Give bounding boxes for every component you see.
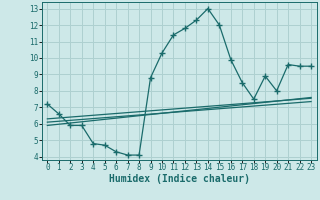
X-axis label: Humidex (Indice chaleur): Humidex (Indice chaleur) [109, 174, 250, 184]
